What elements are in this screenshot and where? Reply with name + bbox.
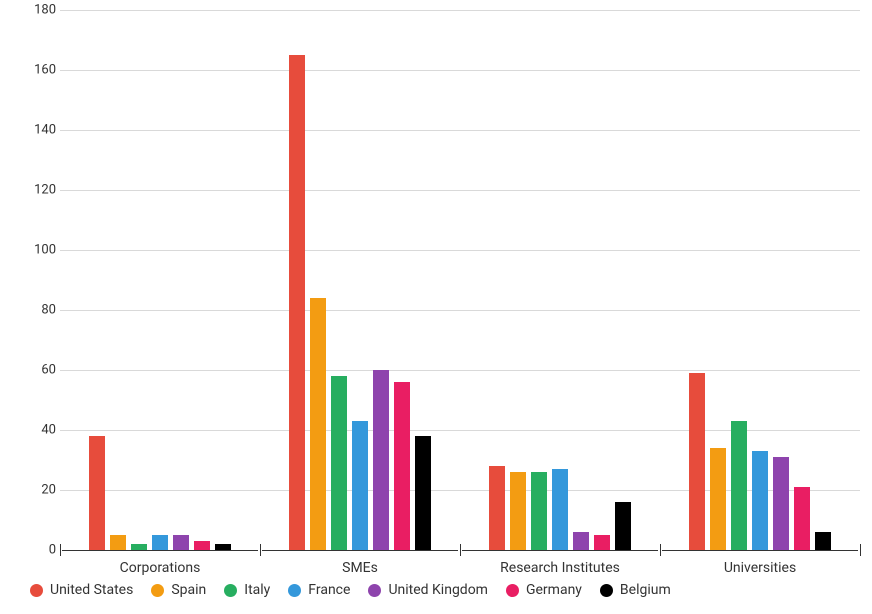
legend-swatch (30, 584, 43, 597)
plot-area: CorporationsSMEsResearch InstitutesUnive… (60, 10, 860, 550)
y-tick-label: 80 (30, 303, 56, 318)
bar (815, 532, 831, 550)
x-axis-segment (62, 550, 258, 551)
bar (331, 376, 347, 550)
bar (173, 535, 189, 550)
legend-item: Belgium (600, 582, 671, 598)
bar (731, 421, 747, 550)
x-axis-segment (462, 550, 658, 551)
bar (89, 436, 105, 550)
bar (594, 535, 610, 550)
x-axis-segment (262, 550, 458, 551)
bar (710, 448, 726, 550)
bar (489, 466, 505, 550)
category-label: SMEs (260, 560, 460, 576)
legend: United States Spain Italy France United King… (30, 582, 850, 598)
legend-label: Italy (244, 582, 270, 598)
x-axis-notch (60, 544, 61, 556)
legend-item: Italy (224, 582, 270, 598)
legend-swatch (506, 584, 519, 597)
x-axis-notch (460, 544, 461, 556)
bar (373, 370, 389, 550)
category-label: Research Institutes (460, 560, 660, 576)
legend-item: United Kingdom (368, 582, 488, 598)
x-axis-notch (260, 544, 261, 556)
bar (773, 457, 789, 550)
bar (152, 535, 168, 550)
category-label: Universities (660, 560, 860, 576)
x-axis-notch (660, 544, 661, 556)
x-axis-segment (662, 550, 858, 551)
bar (194, 541, 210, 550)
bar (310, 298, 326, 550)
legend-swatch (600, 584, 613, 597)
bar (552, 469, 568, 550)
y-tick-label: 120 (30, 183, 56, 198)
y-tick-label: 180 (30, 3, 56, 18)
legend-item: France (288, 582, 350, 598)
bar (752, 451, 768, 550)
chart: 020406080100120140160180 CorporationsSME… (30, 10, 860, 550)
category-group: SMEs (260, 10, 460, 550)
legend-item: Germany (506, 582, 582, 598)
legend-item: Spain (151, 582, 206, 598)
category-label: Corporations (60, 560, 260, 576)
legend-label: Spain (171, 582, 206, 598)
legend-swatch (151, 584, 164, 597)
bar (615, 502, 631, 550)
legend-label: United Kingdom (388, 582, 488, 598)
y-tick-label: 100 (30, 243, 56, 258)
bar (415, 436, 431, 550)
y-tick-label: 60 (30, 363, 56, 378)
y-tick-label: 140 (30, 123, 56, 138)
legend-label: France (308, 582, 350, 598)
x-axis-notch (860, 544, 861, 556)
bar (394, 382, 410, 550)
bar (110, 535, 126, 550)
legend-label: Germany (526, 582, 582, 598)
legend-label: United States (50, 582, 133, 598)
category-group: Corporations (60, 10, 260, 550)
bar (289, 55, 305, 550)
bar (531, 472, 547, 550)
legend-swatch (368, 584, 381, 597)
bar (510, 472, 526, 550)
category-group: Research Institutes (460, 10, 660, 550)
bar (352, 421, 368, 550)
y-tick-label: 40 (30, 423, 56, 438)
legend-swatch (224, 584, 237, 597)
category-group: Universities (660, 10, 860, 550)
y-tick-label: 160 (30, 63, 56, 78)
legend-swatch (288, 584, 301, 597)
bar (794, 487, 810, 550)
legend-item: United States (30, 582, 133, 598)
y-tick-label: 0 (30, 543, 56, 558)
legend-label: Belgium (620, 582, 671, 598)
bar (573, 532, 589, 550)
bar (689, 373, 705, 550)
y-tick-label: 20 (30, 483, 56, 498)
